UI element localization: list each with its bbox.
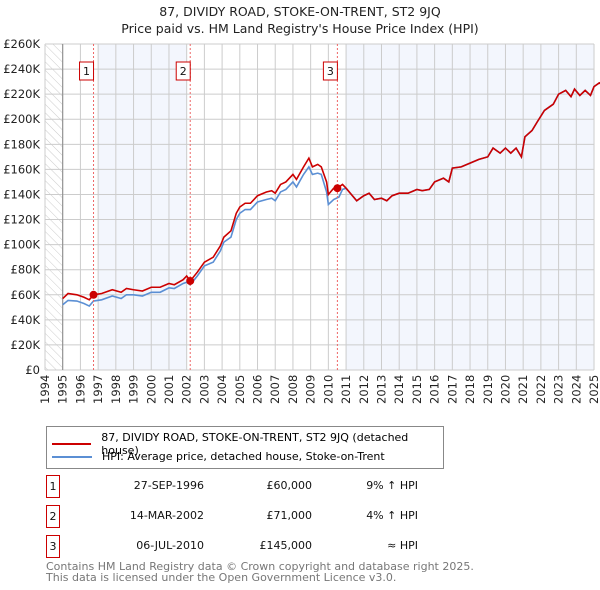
y-tick-label: £160K <box>3 162 40 176</box>
x-tick-label: 2018 <box>463 375 477 404</box>
x-tick-label: 2002 <box>180 375 194 404</box>
sale-number: 3 <box>46 535 60 558</box>
sale-point <box>333 184 342 193</box>
sale-row: 2 14-MAR-2002 £71,000 4% ↑ HPI <box>46 505 466 528</box>
sale-label-box <box>175 61 191 81</box>
x-tick-label: 2008 <box>286 375 300 404</box>
sale-row: 3 06-JUL-2010 £145,000 ≈ HPI <box>46 535 466 558</box>
legend-swatch-hpi <box>52 455 92 458</box>
sale-label-box <box>322 61 338 81</box>
y-tick-label: £180K <box>3 137 40 151</box>
sale-label: 3 <box>327 65 334 78</box>
sale-hpi-compare: ≈ HPI <box>387 539 418 552</box>
y-tick-label: £0 <box>25 363 40 377</box>
x-tick-label: 1996 <box>73 375 87 404</box>
x-tick-label: 2024 <box>569 375 583 404</box>
sale-label-box <box>79 61 95 81</box>
y-tick-label: £240K <box>3 62 40 76</box>
sale-hpi-compare: 9% ↑ HPI <box>366 479 418 492</box>
legend-swatch-price <box>52 443 92 445</box>
x-tick-label: 2017 <box>445 375 459 404</box>
legend: 87, DIVIDY ROAD, STOKE-ON-TRENT, ST2 9JQ… <box>46 426 444 469</box>
sale-number: 1 <box>46 475 60 498</box>
x-tick-label: 2009 <box>304 375 318 404</box>
plot-area: 1 2 3 £0 £20K £40K £60K £80K £100K £120K £140K £160… <box>3 37 600 404</box>
legend-hpi: HPI: Average price, detached house, Stok… <box>102 450 385 463</box>
x-tick-label: 2025 <box>587 375 600 404</box>
sale-date: 06-JUL-2010 <box>136 539 204 552</box>
x-tick-label: 2013 <box>374 375 388 404</box>
x-tick-label: 2005 <box>233 375 247 404</box>
shaded-region <box>98 44 187 371</box>
y-tick-label: £40K <box>11 313 41 327</box>
x-tick-label: 1995 <box>56 375 70 404</box>
sale-hpi-compare: 4% ↑ HPI <box>366 509 418 522</box>
x-tick-label: 2012 <box>357 375 371 404</box>
sale-row: 1 27-SEP-1996 £60,000 9% ↑ HPI <box>46 475 466 498</box>
sale-point <box>186 276 195 285</box>
x-tick-label: 2010 <box>321 375 335 404</box>
sale-price: £145,000 <box>259 539 313 552</box>
x-tick-label: 2007 <box>268 375 282 404</box>
y-tick-label: £220K <box>3 87 40 101</box>
y-tick-label: £260K <box>3 37 40 51</box>
y-tick-label: £200K <box>3 112 40 126</box>
x-tick-label: 1997 <box>91 375 105 404</box>
sale-number: 2 <box>46 505 60 528</box>
chart-title: 87, DIVIDY ROAD, STOKE-ON-TRENT, ST2 9JQ <box>159 4 441 19</box>
y-tick-label: £80K <box>11 263 41 277</box>
x-tick-label: 1998 <box>109 375 123 404</box>
sale-price: £71,000 <box>266 509 313 522</box>
sale-label: 1 <box>83 65 90 78</box>
x-tick-label: 2022 <box>534 375 548 404</box>
x-tick-label: 2014 <box>392 375 406 404</box>
sale-point <box>89 290 98 299</box>
y-tick-label: £20K <box>11 338 41 352</box>
y-tick-label: £120K <box>3 213 40 227</box>
y-tick-label: £100K <box>3 238 40 252</box>
x-tick-label: 2020 <box>498 375 512 404</box>
sale-price: £60,000 <box>266 479 313 492</box>
x-tick-label: 1994 <box>38 375 52 404</box>
x-tick-label: 2023 <box>552 375 566 404</box>
footer-line-2: This data is licensed under the Open Gov… <box>46 571 397 584</box>
y-tick-label: £60K <box>11 288 41 302</box>
x-tick-label: 2003 <box>197 375 211 404</box>
x-tick-label: 2006 <box>251 375 265 404</box>
x-tick-label: 2019 <box>481 375 495 404</box>
chart-subtitle: Price paid vs. HM Land Registry's House … <box>121 21 479 36</box>
x-tick-label: 2001 <box>162 375 176 404</box>
sale-label: 2 <box>180 65 187 78</box>
sale-date: 14-MAR-2002 <box>129 509 204 522</box>
y-tick-label: £140K <box>3 187 40 201</box>
x-tick-label: 2011 <box>339 375 353 404</box>
hatched-region <box>45 44 63 371</box>
x-tick-label: 1999 <box>127 375 141 404</box>
footer-line-1: Contains HM Land Registry data © Crown c… <box>46 560 474 573</box>
x-tick-label: 2021 <box>516 375 530 404</box>
x-tick-label: 2000 <box>144 375 158 404</box>
legend-price: 87, DIVIDY ROAD, STOKE-ON-TRENT, ST2 9JQ… <box>101 431 409 457</box>
x-tick-label: 2015 <box>410 375 424 404</box>
x-tick-label: 2016 <box>428 375 442 404</box>
x-tick-label: 2004 <box>215 375 229 404</box>
sale-date: 27-SEP-1996 <box>133 479 204 492</box>
